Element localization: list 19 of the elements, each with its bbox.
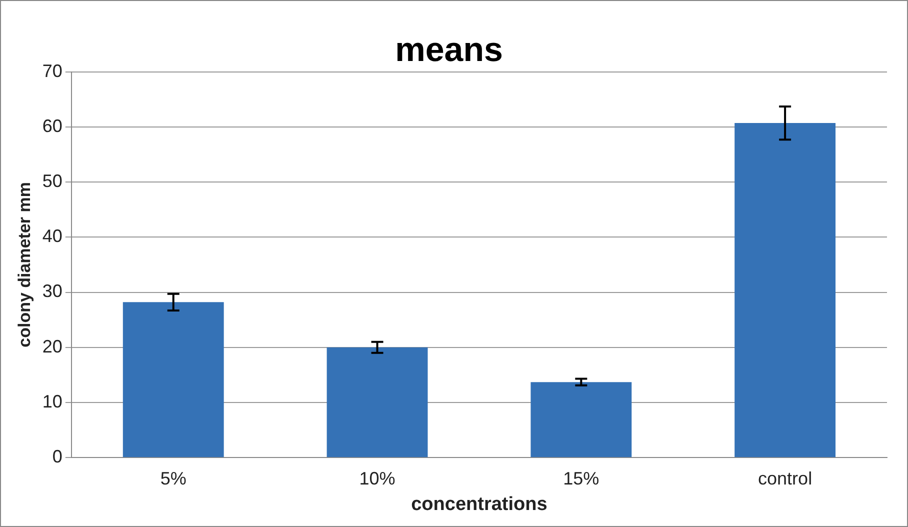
y-tick-label: 60 <box>42 116 62 136</box>
x-tick-label: 15% <box>563 468 600 488</box>
x-axis-title: concentrations <box>411 494 548 515</box>
x-tick-label: control <box>758 468 812 488</box>
y-tick-label: 10 <box>42 391 62 412</box>
chart-title: means <box>395 30 503 69</box>
bar <box>734 123 836 458</box>
y-tick-label: 70 <box>42 60 62 81</box>
bar <box>122 302 224 458</box>
bar <box>326 347 428 458</box>
y-tick-label: 20 <box>42 336 62 356</box>
y-tick-label: 30 <box>42 281 62 302</box>
y-tick-label: 50 <box>42 170 62 191</box>
bar <box>530 382 632 458</box>
y-tick-label: 40 <box>42 226 62 246</box>
y-axis-title: colony diameter mm <box>14 182 34 348</box>
x-tick-label: 5% <box>160 468 186 488</box>
x-tick-label: 10% <box>359 468 396 488</box>
y-tick-label: 0 <box>52 446 62 467</box>
